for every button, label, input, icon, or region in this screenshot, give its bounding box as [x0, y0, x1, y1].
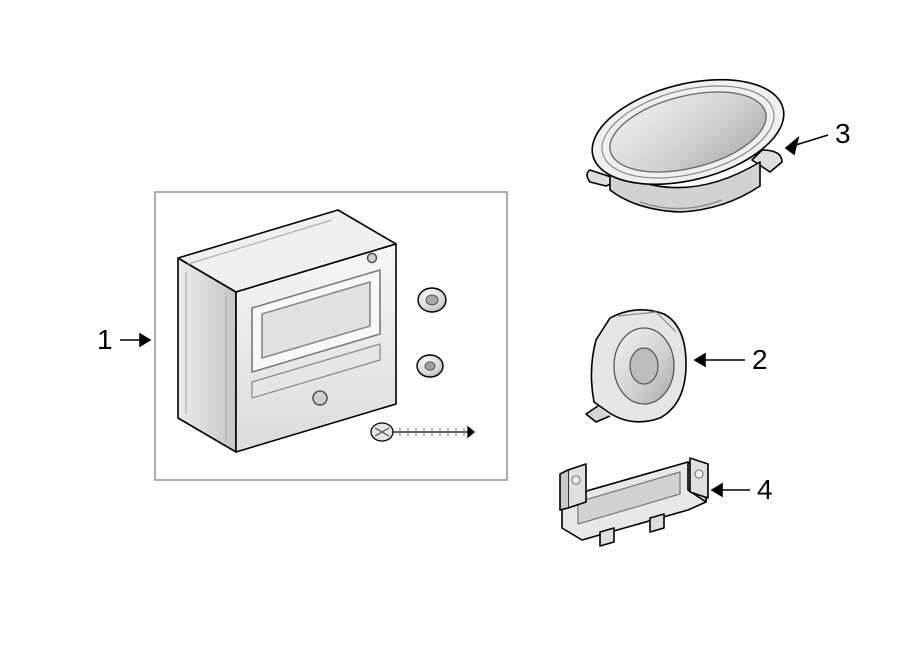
- mounting-screw: [371, 423, 474, 441]
- knob-large: [418, 288, 446, 312]
- callout-label-3: 3: [835, 120, 851, 148]
- callout-label-2: 2: [752, 346, 768, 374]
- part-radio-assembly: [155, 192, 507, 480]
- part-front-speaker: [581, 62, 794, 212]
- radio-chassis: [178, 210, 396, 452]
- diagram-svg: [0, 0, 900, 661]
- parts-diagram: 1 2 3 4: [0, 0, 900, 661]
- callout-label-4: 4: [757, 476, 773, 504]
- part-tweeter: [586, 310, 686, 422]
- part-mounting-bracket: [560, 458, 708, 546]
- callout-label-1: 1: [97, 326, 113, 354]
- knob-small: [417, 355, 443, 377]
